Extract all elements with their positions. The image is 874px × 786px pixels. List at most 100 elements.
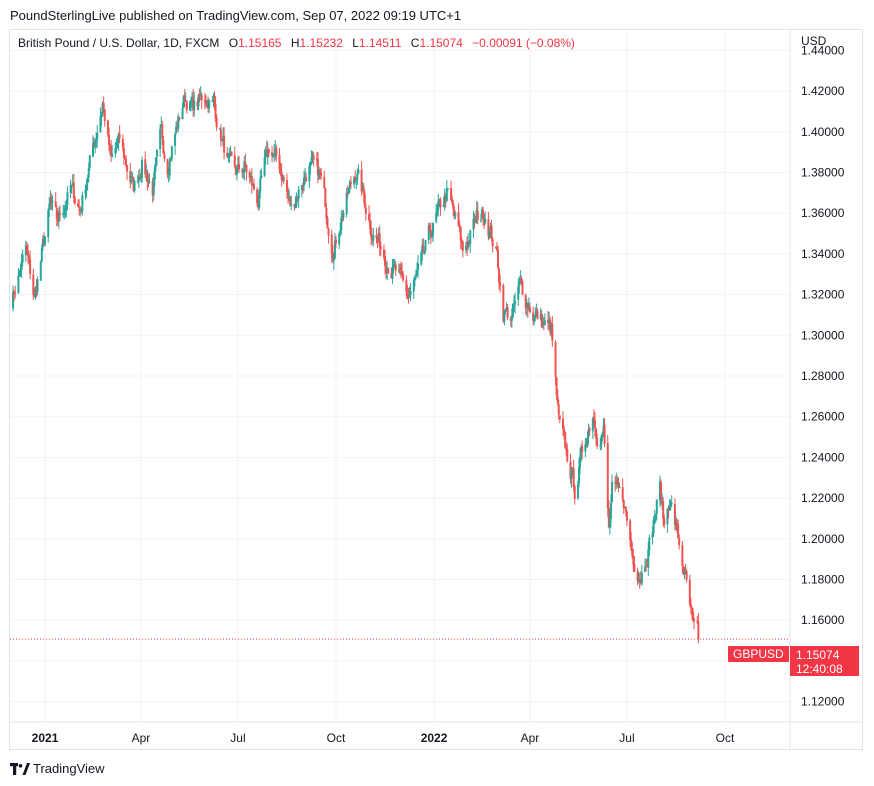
candle-body: [375, 234, 378, 239]
candle-body: [566, 448, 569, 461]
candle-body: [281, 177, 284, 181]
candle-body: [258, 190, 261, 209]
candle-body: [234, 167, 237, 175]
candle: [28, 254, 31, 265]
candle: [243, 156, 246, 181]
candle-body: [436, 208, 439, 214]
candle-body: [510, 315, 513, 321]
candle-body: [101, 103, 104, 113]
candle-body: [484, 218, 487, 224]
candle: [296, 195, 299, 202]
candle: [339, 222, 342, 237]
candle-body: [273, 152, 276, 156]
candle-body: [339, 230, 342, 234]
candle: [379, 241, 382, 257]
candle: [595, 427, 598, 446]
candle-body: [145, 172, 148, 175]
candle-body: [80, 210, 83, 212]
candle-body: [275, 147, 278, 156]
candle: [14, 285, 17, 299]
candle-body: [357, 169, 360, 175]
candle: [632, 549, 635, 572]
candle: [633, 555, 636, 573]
candle-body: [591, 418, 594, 432]
candle: [361, 182, 364, 192]
brand[interactable]: TradingView: [10, 761, 105, 776]
candle: [297, 185, 300, 208]
candle-body: [621, 487, 624, 500]
candle: [616, 475, 619, 487]
candle-body: [446, 188, 449, 190]
candle: [573, 484, 576, 505]
candle-body: [47, 210, 50, 237]
candle: [360, 161, 363, 196]
candle: [168, 156, 171, 181]
candle: [155, 149, 158, 166]
candle: [25, 241, 28, 255]
candle-body: [653, 518, 656, 521]
candle-body: [417, 263, 420, 271]
bar-countdown: 12:40:08: [796, 662, 843, 676]
candle-body: [458, 225, 461, 227]
candle-body: [111, 153, 114, 157]
candle: [260, 168, 263, 179]
candle: [289, 196, 292, 207]
candle: [267, 148, 270, 158]
candle-body: [295, 198, 298, 206]
candle-body: [572, 467, 575, 488]
candle: [250, 168, 253, 194]
candle-body: [421, 245, 424, 253]
candle: [658, 475, 661, 508]
candle-body: [615, 480, 618, 485]
candle-body: [251, 183, 254, 185]
candle: [176, 120, 179, 132]
candle: [238, 155, 241, 174]
candle-body: [429, 229, 432, 238]
candle: [258, 188, 261, 211]
candle: [682, 565, 685, 575]
candle-body: [536, 310, 539, 320]
candle-body: [428, 224, 431, 232]
candle-body: [648, 537, 651, 551]
candle-body: [85, 184, 88, 190]
candle-body: [129, 170, 132, 183]
candle-body: [139, 178, 142, 180]
candle: [646, 558, 649, 568]
candle: [386, 261, 389, 281]
candle-body: [347, 188, 350, 193]
candle-body: [106, 120, 109, 135]
candle: [674, 516, 677, 531]
candle-body: [413, 277, 416, 281]
candle: [588, 426, 591, 436]
candle: [601, 431, 604, 442]
candle: [580, 444, 583, 462]
candle: [95, 132, 98, 149]
candle-body: [155, 149, 158, 157]
candle: [466, 236, 469, 257]
candle-body: [652, 519, 655, 534]
candle: [639, 571, 642, 585]
candle: [218, 127, 221, 130]
candle: [390, 267, 393, 279]
candle: [499, 274, 502, 293]
candle-body: [345, 192, 348, 215]
candle: [204, 94, 207, 107]
candle: [330, 229, 333, 263]
candle: [203, 92, 206, 110]
candle-body: [170, 146, 173, 159]
candle-body: [623, 507, 626, 509]
candle-body: [637, 579, 640, 583]
candle: [556, 389, 559, 406]
candle-body: [576, 484, 579, 499]
candle: [584, 437, 587, 458]
candle: [428, 222, 431, 232]
candle-body: [203, 99, 206, 102]
candle: [56, 210, 59, 227]
candle: [481, 206, 484, 219]
candle-body: [377, 233, 380, 240]
last-price-tag: 1.15074 12:40:08: [790, 646, 859, 676]
candle-body: [40, 247, 43, 262]
candle: [325, 202, 328, 225]
candle: [394, 261, 397, 277]
